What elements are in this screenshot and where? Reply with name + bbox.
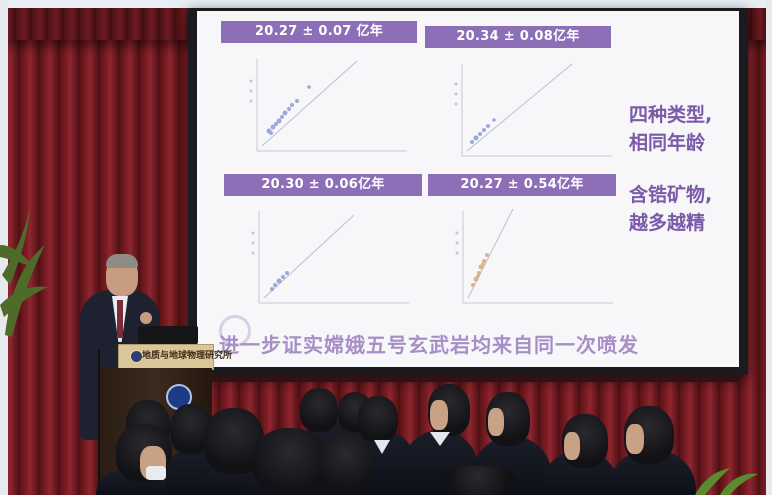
isochron-plot-1 [249,59,407,152]
laptop [138,326,198,344]
right-wall [766,0,772,495]
audience-head [440,466,516,495]
podium-sign-text: 地质与地球物理研究所 [142,351,233,361]
potted-plant [0,207,48,337]
presentation-slide: 20.27 ± 0.07 亿年 20.34 ± 0.08亿年 20.30 ± 0… [197,11,739,367]
age-label-1: 20.27 ± 0.07 亿年 [221,21,417,43]
speaker-tie [117,300,123,338]
age-label-3: 20.30 ± 0.06亿年 [224,174,422,196]
audience-face [488,408,504,436]
audience-head [252,428,328,495]
isochron-plot-2 [454,63,612,157]
isochron-plot-4 [455,208,613,304]
microphone-stand [98,350,100,490]
slide-logo-watermark [219,315,251,347]
screen-base [210,374,740,382]
speaker-hair [106,254,138,268]
age-label-4: 20.27 ± 0.54亿年 [428,174,616,196]
side-text-line: 相同年龄 [629,132,706,154]
audience-head [358,396,398,442]
side-text-line: 含锆矿物, [629,184,713,206]
isochron-plot-3 [251,211,409,304]
side-text-line: 越多越精 [629,212,706,234]
audience-head [300,388,338,432]
slide-conclusion: 进一步证实嫦娥五号玄武岩均来自同一次喷发 [219,333,639,357]
side-text-line: 四种类型, [629,104,713,126]
audience-face [430,400,448,430]
age-label-2: 20.34 ± 0.08亿年 [425,26,611,48]
floor-plant [695,468,758,495]
institute-emblem-icon [130,350,143,363]
speaker-hand [140,312,152,324]
audience-head [318,432,374,495]
audience-face [564,432,580,460]
side-text-zircon: 含锆矿物, 越多越精 [629,181,712,237]
audience-face [626,424,644,454]
side-text-same-age: 四种类型, 相同年龄 [629,101,712,157]
face-mask [146,466,166,480]
ceiling-strip [0,0,772,8]
